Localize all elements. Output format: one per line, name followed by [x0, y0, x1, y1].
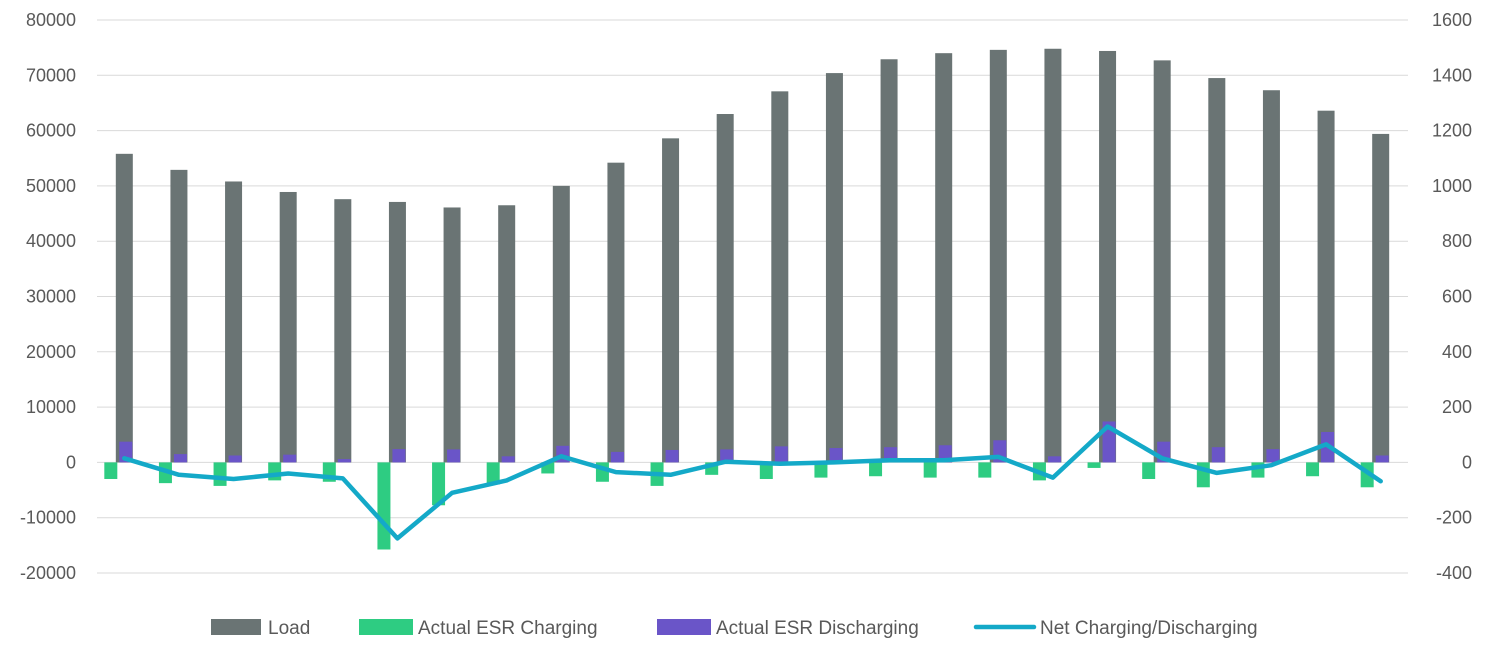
legend-item: Actual ESR Charging [359, 618, 598, 639]
bar-load [1208, 78, 1226, 463]
bar-esr-charging [869, 462, 883, 477]
left-axis: -20000 -10000 0 10000 20000 30000 40000 50000 60… [20, 10, 76, 583]
bar-esr-discharging [173, 454, 187, 463]
bar-load [825, 73, 843, 463]
right-axis: -400 -200 0 200 400 600 800 1000 1200 1400 1600 [1432, 10, 1472, 583]
gridlines [97, 19, 1408, 574]
right-tick-label: -200 [1436, 508, 1472, 528]
bar-esr-discharging [665, 449, 679, 463]
bar-load [388, 201, 406, 463]
right-tick-label: 600 [1442, 287, 1472, 307]
bar-load [498, 205, 516, 463]
bar-esr-discharging [1375, 455, 1389, 463]
net-line [122, 424, 1383, 541]
bar-load [115, 153, 133, 463]
bar-esr-charging [1087, 462, 1101, 468]
bar-load [1099, 50, 1117, 463]
bar-esr-discharging [501, 456, 515, 463]
bar-esr-discharging [610, 451, 624, 463]
left-tick-label: 60000 [26, 121, 76, 141]
bar-load [279, 191, 297, 463]
bar-load [662, 138, 680, 463]
bar-esr-discharging [1047, 456, 1061, 463]
bar-esr-charging [268, 462, 282, 481]
right-tick-label: 200 [1442, 397, 1472, 417]
bar-esr-discharging [720, 449, 734, 463]
left-tick-label: 40000 [26, 231, 76, 251]
line-net-charging-discharging [122, 424, 1383, 541]
right-tick-label: 0 [1462, 452, 1472, 472]
bar-esr-charging [432, 462, 446, 506]
legend-label: Actual ESR Charging [418, 618, 598, 639]
bar-esr-charging [541, 462, 555, 474]
bar-esr-charging [814, 462, 828, 478]
legend-swatch [657, 619, 711, 635]
bar-load [552, 185, 570, 463]
legend-swatch [211, 619, 261, 635]
bar-esr-discharging [1211, 447, 1225, 463]
bar-load [989, 49, 1007, 463]
left-tick-label: 50000 [26, 176, 76, 196]
legend-item: Actual ESR Discharging [657, 618, 919, 639]
bar-load [935, 53, 953, 463]
bar-esr-discharging [392, 449, 406, 463]
left-tick-label: 80000 [26, 10, 76, 30]
right-tick-label: 1200 [1432, 121, 1472, 141]
legend-swatch [359, 619, 413, 635]
bar-esr-discharging [228, 455, 242, 463]
bar-load [170, 169, 188, 463]
legend: Load Actual ESR Charging Actual ESR Discha… [211, 618, 1258, 639]
left-tick-label: 0 [66, 452, 76, 472]
right-tick-label: 800 [1442, 231, 1472, 251]
bar-load [607, 162, 625, 463]
bar-load [443, 207, 461, 463]
left-tick-label: -20000 [20, 563, 76, 583]
bar-esr-charging [759, 462, 773, 479]
legend-label: Net Charging/Discharging [1040, 618, 1258, 639]
left-tick-label: -10000 [20, 508, 76, 528]
bar-load [880, 59, 898, 463]
bar-esr-discharging [447, 449, 461, 463]
bar-esr-discharging [1266, 449, 1280, 463]
bar-esr-charging [923, 462, 937, 478]
left-tick-label: 70000 [26, 65, 76, 85]
left-tick-label: 30000 [26, 287, 76, 307]
bar-esr-discharging [337, 459, 351, 463]
bar-load [1372, 133, 1390, 463]
legend-label: Load [268, 618, 310, 639]
bar-load [1153, 60, 1171, 463]
bar-esr-charging [213, 462, 227, 486]
bar-esr-charging [1306, 462, 1320, 477]
legend-item: Load [211, 618, 310, 639]
bar-load [1044, 48, 1062, 463]
bar-esr-discharging [774, 446, 788, 463]
bar-esr-charging [1142, 462, 1156, 479]
left-tick-label: 20000 [26, 342, 76, 362]
right-tick-label: 1000 [1432, 176, 1472, 196]
bar-esr-charging [104, 462, 118, 479]
bar-esr-charging [377, 462, 391, 550]
legend-label: Actual ESR Discharging [716, 618, 919, 639]
bar-load [334, 199, 352, 463]
left-tick-label: 10000 [26, 397, 76, 417]
bar-esr-discharging [283, 454, 297, 463]
right-tick-label: 1400 [1432, 65, 1472, 85]
bar-load [1317, 110, 1335, 463]
bar-load [1262, 90, 1280, 463]
bar-esr-charging [486, 462, 500, 485]
right-tick-label: 1600 [1432, 10, 1472, 30]
right-tick-label: -400 [1436, 563, 1472, 583]
bar-load [771, 91, 789, 463]
legend-item: Net Charging/Discharging [973, 618, 1258, 639]
right-tick-label: 400 [1442, 342, 1472, 362]
bar-load [225, 181, 243, 463]
bar-esr-discharging [829, 448, 843, 463]
bar-esr-charging [978, 462, 992, 478]
bar-load [716, 114, 734, 463]
